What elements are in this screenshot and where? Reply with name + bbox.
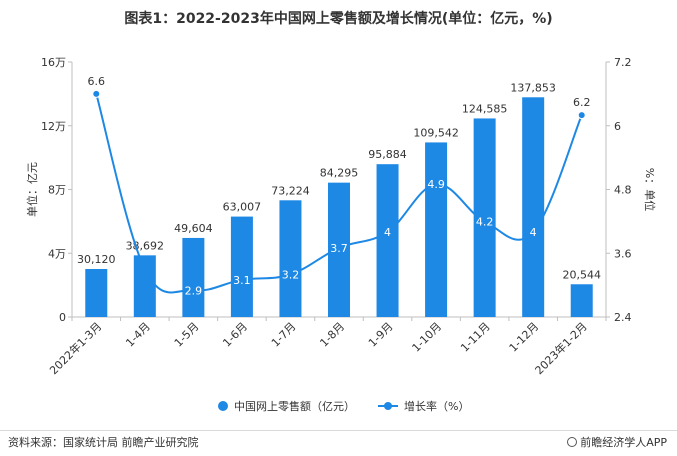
right-axis-tick-label: 6 [614, 120, 621, 133]
growth-rate-label: 3.2 [282, 269, 300, 282]
brand-text: 前瞻经济学人APP [580, 436, 667, 449]
x-axis-tick-label: 1-9月 [366, 320, 396, 350]
x-axis-tick-label: 2023年1-2月 [532, 319, 590, 377]
bar-value-label: 73,224 [271, 184, 310, 197]
growth-rate-label: 3.1 [233, 274, 251, 287]
x-axis-tick-label: 1-7月 [269, 320, 299, 350]
bar-value-label: 124,585 [462, 102, 508, 115]
left-axis-tick-label: 12万 [41, 120, 66, 133]
brand-logo-icon [567, 437, 578, 447]
bar-value-label: 84,295 [320, 167, 359, 180]
bar [182, 237, 205, 317]
bar-value-label: 38,692 [126, 239, 165, 252]
left-axis-tick-label: 4万 [48, 247, 66, 260]
legend-bar-label: 中国网上零售额（亿元） [234, 400, 355, 413]
x-axis-tick-label: 1-6月 [220, 320, 250, 350]
legend-item-line[interactable]: 增长率（%） [378, 398, 469, 414]
left-axis-tick-label: 8万 [48, 184, 66, 197]
left-axis-title: 单位：亿元 [25, 162, 39, 217]
growth-rate-label: 6.2 [573, 96, 591, 109]
legend-line-swatch [378, 401, 398, 411]
bar-line-chart: 0 4万 8万 12万 16万 2.4 3.6 4.8 6 7.2 单位：亿元 %：单位 30,120 3… [25, 56, 657, 377]
bar [522, 97, 545, 317]
footer-divider [0, 430, 677, 431]
legend-line-label: 增长率（%） [404, 400, 470, 413]
bar [376, 164, 399, 317]
growth-rate-label: 6.6 [88, 75, 106, 88]
x-axis-tick-label: 1-5月 [172, 320, 202, 350]
growth-rate-point [92, 89, 101, 98]
x-axis-tick-label: 1-10月 [410, 320, 445, 355]
bar [473, 118, 496, 317]
bar-value-label: 137,853 [510, 81, 556, 94]
x-axis-tick-label: 2022年1-3月 [46, 319, 104, 377]
brand: 前瞻经济学人APP [567, 434, 667, 450]
growth-rate-point [577, 111, 586, 120]
x-axis-tick-label: 1-8月 [317, 320, 347, 350]
growth-rate-label: 4 [384, 226, 391, 239]
bar [85, 268, 108, 317]
x-axis-tick-label: 1-11月 [458, 320, 493, 355]
growth-rate-label: 4.2 [476, 215, 494, 228]
legend-item-bar[interactable]: 中国网上零售额（亿元） [218, 398, 355, 414]
bar-value-label: 109,542 [413, 126, 459, 139]
growth-rate-label: 4.9 [427, 178, 445, 191]
bar-value-label: 20,544 [562, 268, 601, 281]
bar [279, 200, 302, 317]
legend: 中国网上零售额（亿元） 增长率（%） [0, 398, 677, 414]
x-axis-tick-label: 1-4月 [123, 320, 153, 350]
bar [570, 284, 593, 317]
bar [425, 142, 448, 317]
right-axis-tick-label: 4.8 [614, 184, 632, 197]
bar-value-label: 30,120 [77, 253, 116, 266]
right-axis-tick-label: 2.4 [614, 311, 632, 324]
growth-rate-label: 2.9 [185, 284, 203, 297]
bar-value-label: 95,884 [368, 148, 407, 161]
bar [133, 255, 156, 317]
left-axis-tick-label: 16万 [41, 56, 66, 69]
left-axis-tick-label: 0 [59, 311, 66, 324]
bar-value-label: 49,604 [174, 222, 213, 235]
growth-rate-label: 3.7 [330, 242, 348, 255]
x-axis-tick-label: 1-12月 [507, 320, 542, 355]
growth-rate-line [95, 93, 583, 294]
bar-value-label: 63,007 [223, 201, 262, 214]
bar [328, 182, 350, 317]
source-text: 资料来源：国家统计局 前瞻产业研究院 [8, 436, 199, 449]
chart-title: 图表1：2022-2023年中国网上零售额及增长情况(单位：亿元，%) [124, 11, 553, 27]
growth-rate-label: 4 [530, 226, 537, 239]
right-axis-tick-label: 3.6 [614, 247, 632, 260]
bar [230, 216, 253, 317]
legend-bar-swatch [218, 401, 228, 411]
right-axis-tick-label: 7.2 [614, 56, 632, 69]
right-axis-title: %：单位 [643, 168, 657, 211]
